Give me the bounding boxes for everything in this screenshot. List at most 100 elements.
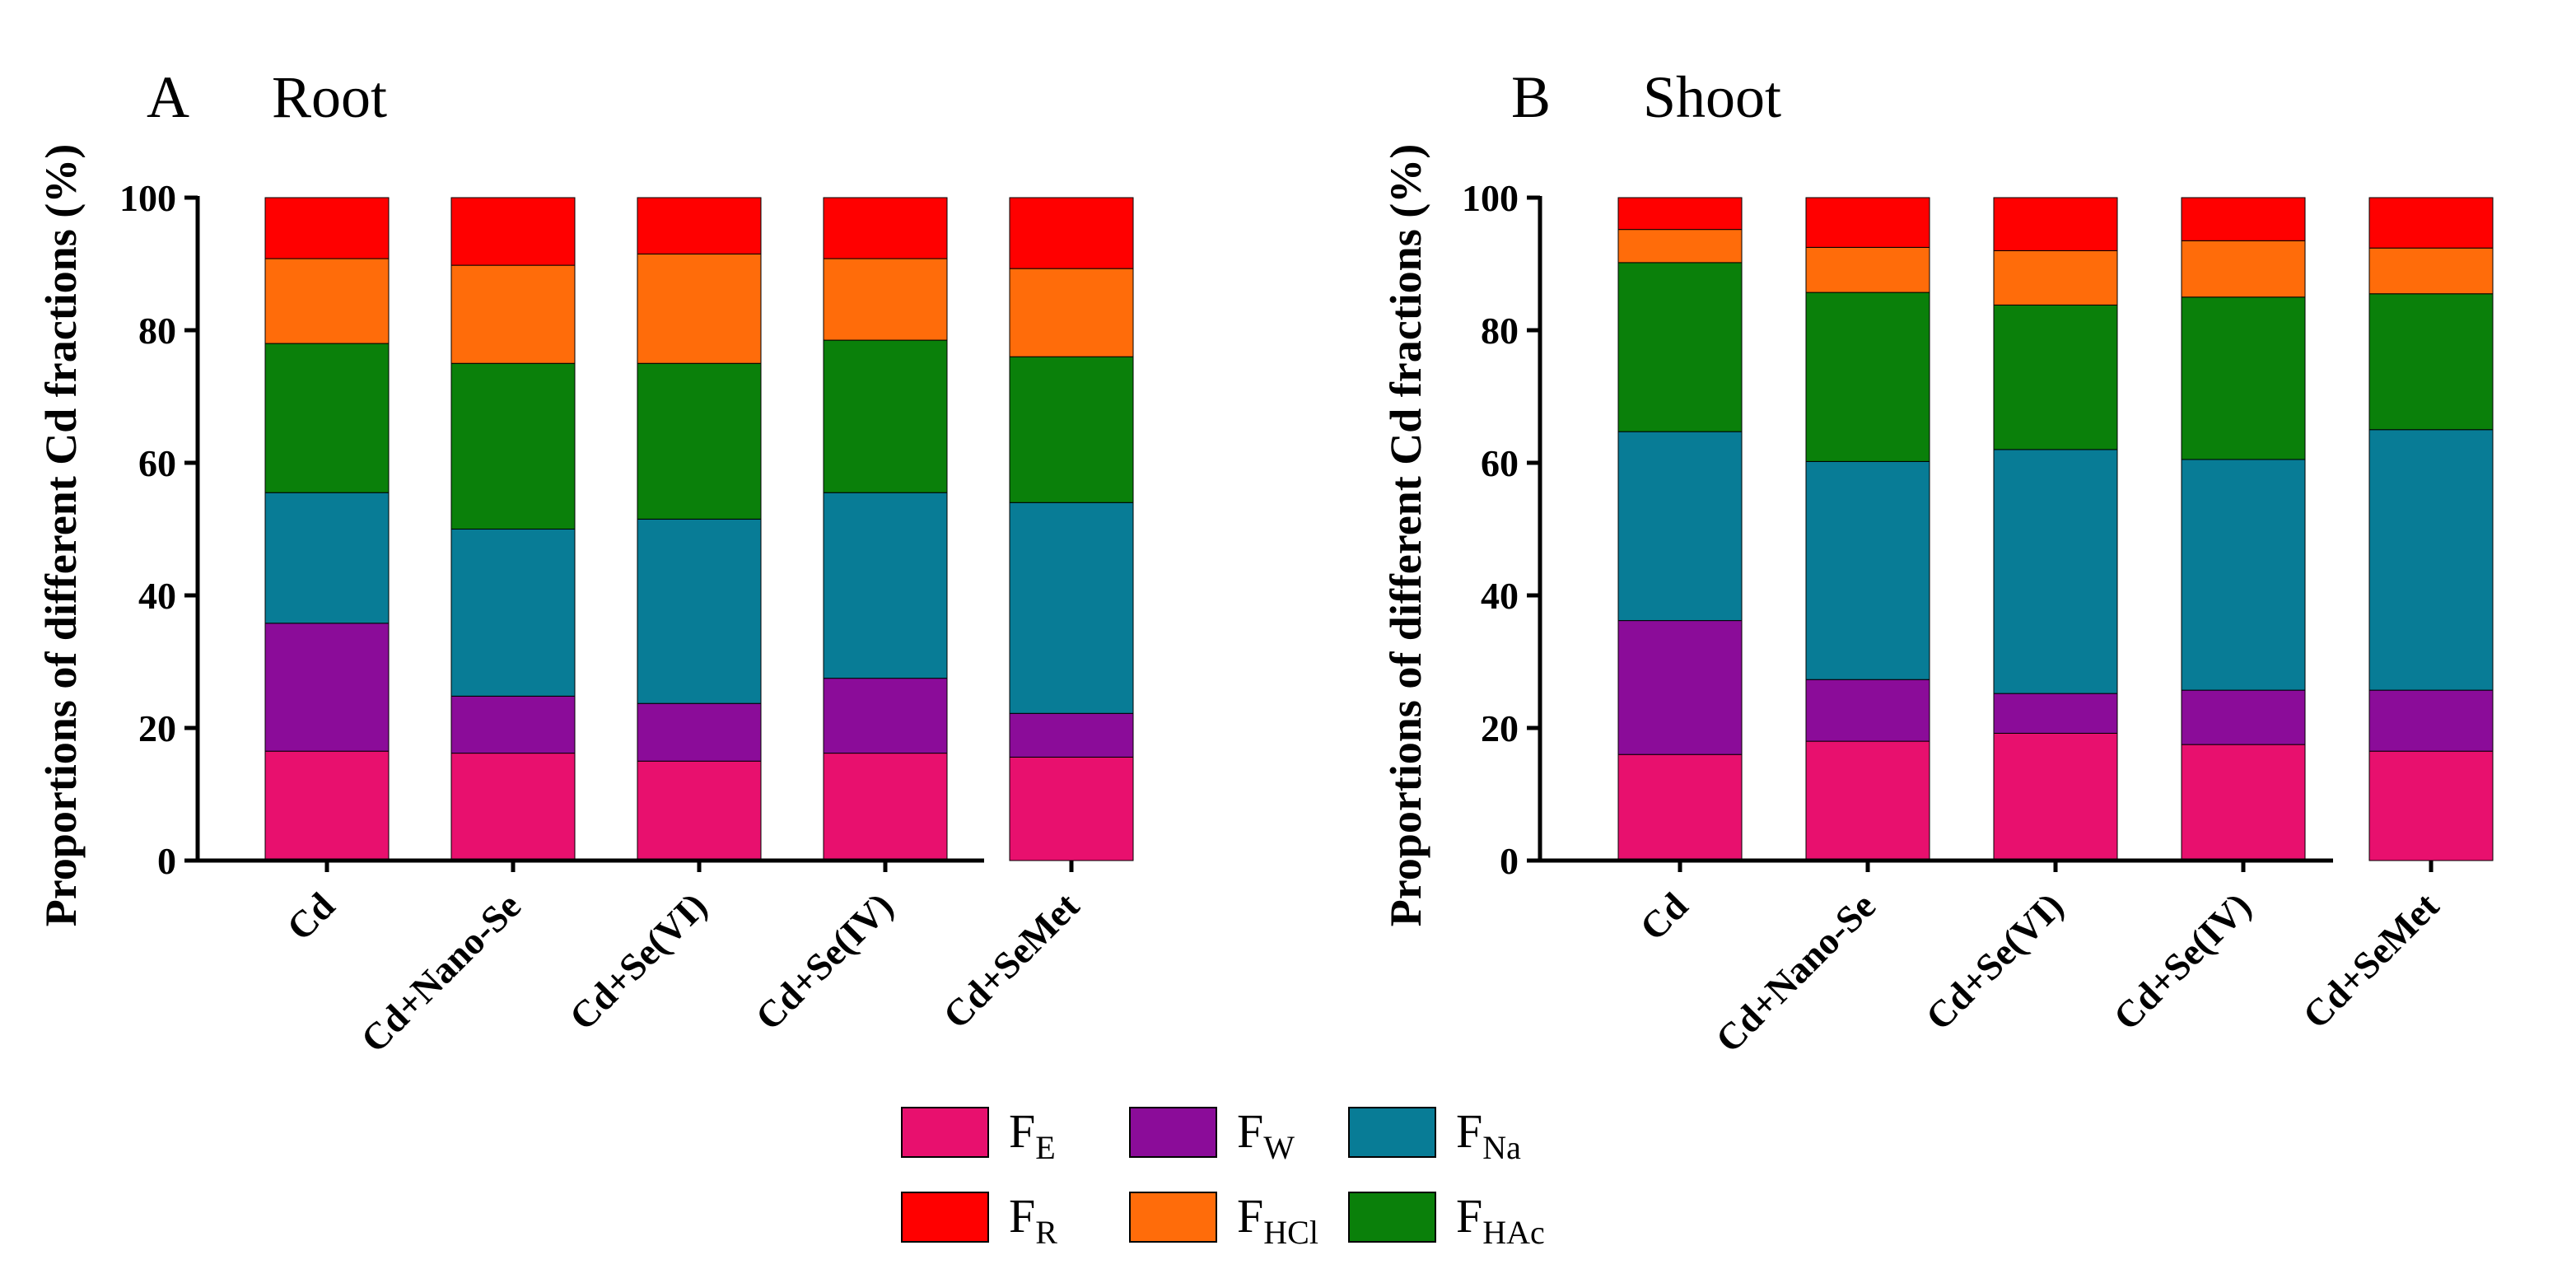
bar-segment-shoot-fe-1 — [1617, 753, 1743, 861]
x-tick-label-root: Cd — [278, 884, 343, 949]
legend-swatch-fna — [1348, 1107, 1436, 1158]
bar-segment-root-fhcl-1 — [264, 258, 390, 344]
bar-segment-root-fr-2 — [450, 197, 576, 266]
y-tick-label-root: 80 — [138, 310, 176, 352]
bar-segment-root-fe-5 — [1009, 756, 1134, 861]
y-tick-label-shoot: 60 — [1481, 442, 1519, 484]
bar-segment-root-fna-3 — [637, 518, 762, 704]
panel-letter-a: A — [147, 64, 189, 130]
bar-segment-shoot-fhac-3 — [1993, 304, 2118, 450]
bar-segment-root-fhcl-4 — [823, 258, 948, 341]
panel-title-root: Root — [272, 64, 387, 130]
legend-item-fr: FR — [901, 1189, 1057, 1251]
bar-segment-root-fe-2 — [450, 753, 576, 861]
bar-segment-shoot-fw-3 — [1993, 693, 2118, 734]
y-tick-label-shoot: 0 — [1500, 840, 1519, 882]
bar-segment-shoot-fhcl-1 — [1617, 229, 1743, 264]
bars-shoot — [1617, 197, 2494, 861]
y-axis-label-shoot: Proportions of different Cd fractions (%… — [1381, 144, 1430, 926]
bar-segment-root-fna-4 — [823, 492, 948, 679]
y-tick-label-root: 100 — [119, 177, 176, 219]
y-tick-label-shoot: 80 — [1481, 310, 1519, 352]
panel-title-shoot: Shoot — [1643, 64, 1781, 130]
bar-segment-shoot-fw-5 — [2368, 689, 2494, 752]
legend-item-fe: FE — [901, 1104, 1056, 1166]
bar-segment-shoot-fna-1 — [1617, 431, 1743, 622]
bar-segment-root-fr-5 — [1009, 197, 1134, 269]
bar-segment-shoot-fna-4 — [2181, 459, 2306, 691]
bar-segment-shoot-fw-1 — [1617, 620, 1743, 755]
panel-letter-b: B — [1511, 64, 1551, 130]
legend-swatch-fr — [901, 1192, 989, 1243]
bar-segment-shoot-fr-2 — [1805, 197, 1930, 248]
x-tick-label-root: Cd+Nano-Se — [352, 884, 529, 1061]
legend-item-fna: FNa — [1348, 1104, 1521, 1166]
bar-segment-shoot-fr-4 — [2181, 197, 2306, 241]
bar-segment-shoot-fhcl-5 — [2368, 247, 2494, 295]
bar-segment-shoot-fe-3 — [1993, 732, 2118, 861]
x-tick-label-root: Cd+SeMet — [935, 884, 1087, 1037]
y-tick-label-shoot: 40 — [1481, 575, 1519, 617]
x-tick-label-root: Cd+Se(VI) — [562, 884, 716, 1038]
bar-segment-root-fr-4 — [823, 197, 948, 259]
panel-shoot: B Shoot Proportions of different Cd frac… — [1381, 64, 2494, 1061]
bar-segment-root-fw-2 — [450, 695, 576, 754]
legend-label-fhac: FHAc — [1456, 1189, 1545, 1251]
y-tick-label-root: 60 — [138, 442, 176, 484]
bar-segment-shoot-fr-1 — [1617, 197, 1743, 231]
bar-segment-shoot-fe-2 — [1805, 740, 1930, 861]
bar-segment-root-fna-5 — [1009, 502, 1134, 714]
bar-segment-shoot-fhac-4 — [2181, 296, 2306, 460]
bar-segment-shoot-fhcl-3 — [1993, 250, 2118, 306]
bar-segment-root-fhcl-3 — [637, 253, 762, 364]
bar-segment-shoot-fhcl-4 — [2181, 240, 2306, 298]
legend-item-fhac: FHAc — [1348, 1189, 1545, 1251]
bar-segment-root-fhac-4 — [823, 339, 948, 493]
bar-segment-shoot-fr-5 — [2368, 197, 2494, 249]
bar-segment-root-fe-4 — [823, 753, 948, 861]
y-tick-label-root: 40 — [138, 575, 176, 617]
bars-root — [264, 197, 1134, 861]
bar-segment-shoot-fw-2 — [1805, 679, 1930, 742]
bar-segment-shoot-fna-5 — [2368, 429, 2494, 691]
legend-label-fr: FR — [1009, 1189, 1057, 1251]
y-tick-label-shoot: 100 — [1462, 177, 1519, 219]
x-tick-label-root: Cd+Se(IV) — [748, 884, 902, 1038]
y-tick-label-root: 0 — [157, 840, 176, 882]
bar-segment-shoot-fe-4 — [2181, 744, 2306, 861]
legend: FE FW FNa FR FHCl FHAc — [901, 1104, 1545, 1251]
bar-segment-root-fhcl-2 — [450, 264, 576, 364]
panel-root: A Root Proportions of different Cd fract… — [36, 64, 1134, 1061]
bar-segment-shoot-fr-3 — [1993, 197, 2118, 251]
x-tick-label-shoot: Cd+SeMet — [2294, 884, 2447, 1037]
bar-segment-root-fna-1 — [264, 492, 390, 624]
y-tick-label-shoot: 20 — [1481, 707, 1519, 749]
y-tick-label-root: 20 — [138, 707, 176, 749]
bar-segment-shoot-fw-4 — [2181, 689, 2306, 745]
x-tick-label-shoot: Cd+Nano-Se — [1707, 884, 1883, 1061]
bar-segment-root-fe-3 — [637, 760, 762, 861]
bar-segment-shoot-fna-2 — [1805, 460, 1930, 680]
bar-segment-root-fr-1 — [264, 197, 390, 259]
bar-segment-root-fhac-3 — [637, 362, 762, 520]
legend-label-fhcl: FHCl — [1237, 1189, 1318, 1251]
bar-segment-root-fw-1 — [264, 623, 390, 752]
x-tick-label-shoot: Cd+Se(IV) — [2106, 884, 2260, 1038]
bar-segment-shoot-fe-5 — [2368, 750, 2494, 861]
legend-item-fw: FW — [1129, 1104, 1295, 1166]
legend-swatch-fhcl — [1129, 1192, 1217, 1243]
legend-swatch-fhac — [1348, 1192, 1436, 1243]
bar-segment-shoot-fhac-5 — [2368, 293, 2494, 431]
bar-segment-root-fw-4 — [823, 678, 948, 754]
bar-segment-shoot-fhcl-2 — [1805, 246, 1930, 293]
bar-segment-root-fw-5 — [1009, 712, 1134, 758]
legend-swatch-fw — [1129, 1107, 1217, 1158]
bar-segment-root-fna-2 — [450, 529, 576, 697]
bar-segment-shoot-fhac-1 — [1617, 262, 1743, 432]
bar-segment-root-fw-3 — [637, 702, 762, 762]
bar-segment-shoot-fna-3 — [1993, 449, 2118, 694]
bar-segment-shoot-fhac-2 — [1805, 292, 1930, 462]
bar-segment-root-fe-1 — [264, 750, 390, 861]
bar-segment-root-fhac-1 — [264, 343, 390, 493]
